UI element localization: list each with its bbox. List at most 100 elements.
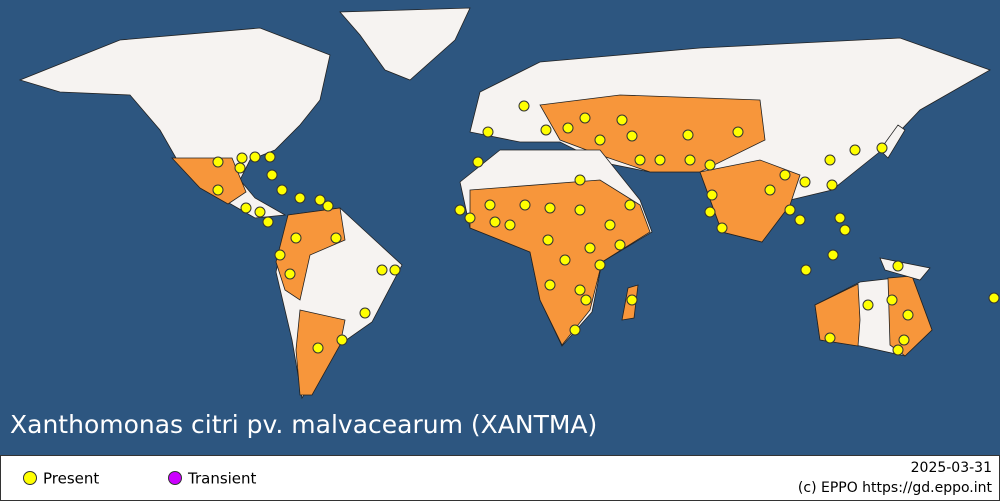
presence-dot <box>634 154 646 166</box>
presence-dot <box>314 194 326 206</box>
presence-dot <box>312 342 324 354</box>
presence-dot <box>826 179 838 191</box>
presence-dot <box>834 212 846 224</box>
presence-dot <box>542 234 554 246</box>
presence-dot <box>862 299 874 311</box>
presence-dot <box>336 334 348 346</box>
presence-dot <box>484 199 496 211</box>
presence-dot <box>559 254 571 266</box>
presence-dot <box>262 216 274 228</box>
presence-dot <box>604 219 616 231</box>
presence-dot <box>794 214 806 226</box>
presence-dot <box>276 184 288 196</box>
presence-dot <box>626 294 638 306</box>
presence-dot <box>799 176 811 188</box>
legend-box <box>0 455 1000 501</box>
presence-dot <box>574 174 586 186</box>
presence-dot <box>594 134 606 146</box>
map-title: Xanthomonas citri pv. malvacearum (XANTM… <box>10 410 597 439</box>
presence-dot <box>892 344 904 356</box>
presence-dot <box>518 100 530 112</box>
presence-dot <box>614 239 626 251</box>
africa-belt <box>469 179 651 346</box>
presence-dot <box>764 184 776 196</box>
presence-dot <box>482 126 494 138</box>
legend-swatch <box>168 471 182 485</box>
presence-dot <box>704 206 716 218</box>
presence-dot <box>616 114 628 126</box>
presence-dot <box>594 259 606 271</box>
legend-label: Transient <box>187 470 257 488</box>
legend-swatch <box>23 471 37 485</box>
presence-dot <box>824 154 836 166</box>
presence-dot <box>322 200 334 212</box>
presence-dot <box>236 152 248 164</box>
presence-dot <box>376 264 388 276</box>
presence-dot <box>544 279 556 291</box>
presence-dot <box>294 192 306 204</box>
presence-dot <box>274 249 286 261</box>
presence-dot <box>584 242 596 254</box>
presence-dot <box>472 156 484 168</box>
presence-dot <box>779 169 791 181</box>
presence-dot <box>902 309 914 321</box>
presence-dot <box>849 144 861 156</box>
presence-dot <box>580 294 592 306</box>
presence-dot <box>234 162 246 174</box>
presence-dot <box>330 232 342 244</box>
date: 2025-03-31 <box>911 460 992 476</box>
presence-dot <box>489 216 501 228</box>
credit: (c) EPPO https://gd.eppo.int <box>798 480 993 496</box>
presence-dot <box>544 202 556 214</box>
presence-dot <box>682 129 694 141</box>
presence-dot <box>389 264 401 276</box>
presence-dot <box>732 126 744 138</box>
presence-dot <box>359 307 371 319</box>
presence-dot <box>716 222 728 234</box>
presence-dot <box>574 204 586 216</box>
presence-dot <box>784 204 796 216</box>
presence-dot <box>827 249 839 261</box>
north-america <box>18 27 331 219</box>
australia-west <box>814 283 861 347</box>
presence-dot <box>212 184 224 196</box>
presence-dot <box>892 260 904 272</box>
presence-dot <box>898 334 910 346</box>
presence-dot <box>624 199 636 211</box>
new-guinea <box>879 257 931 281</box>
presence-dot <box>626 130 638 142</box>
presence-dot <box>988 292 1000 304</box>
presence-dot <box>266 169 278 181</box>
presence-dot <box>876 142 888 154</box>
legend-label: Present <box>43 470 99 488</box>
presence-dot <box>454 204 466 216</box>
presence-dot <box>240 202 252 214</box>
presence-dot <box>574 284 586 296</box>
presence-dot <box>569 324 581 336</box>
presence-dot <box>886 294 898 306</box>
land <box>18 7 991 400</box>
presence-dot <box>540 124 552 136</box>
presence-dot <box>800 264 812 276</box>
presence-dot <box>254 206 266 218</box>
presence-dot <box>839 224 851 236</box>
presence-dot <box>290 232 302 244</box>
presence-dot <box>579 112 591 124</box>
presence-dot <box>264 151 276 163</box>
presence-dot <box>684 154 696 166</box>
presence-dot <box>504 219 516 231</box>
presence-dot <box>519 199 531 211</box>
legend: Present Transient <box>23 470 257 488</box>
presence-dot <box>284 268 296 280</box>
presence-dots <box>212 100 1000 356</box>
presence-dot <box>562 122 574 134</box>
mexico <box>171 157 247 205</box>
presence-dot <box>706 189 718 201</box>
presence-dot <box>654 154 666 166</box>
presence-dot <box>212 156 224 168</box>
presence-dot <box>464 212 476 224</box>
presence-dot <box>704 159 716 171</box>
presence-dot <box>824 332 836 344</box>
